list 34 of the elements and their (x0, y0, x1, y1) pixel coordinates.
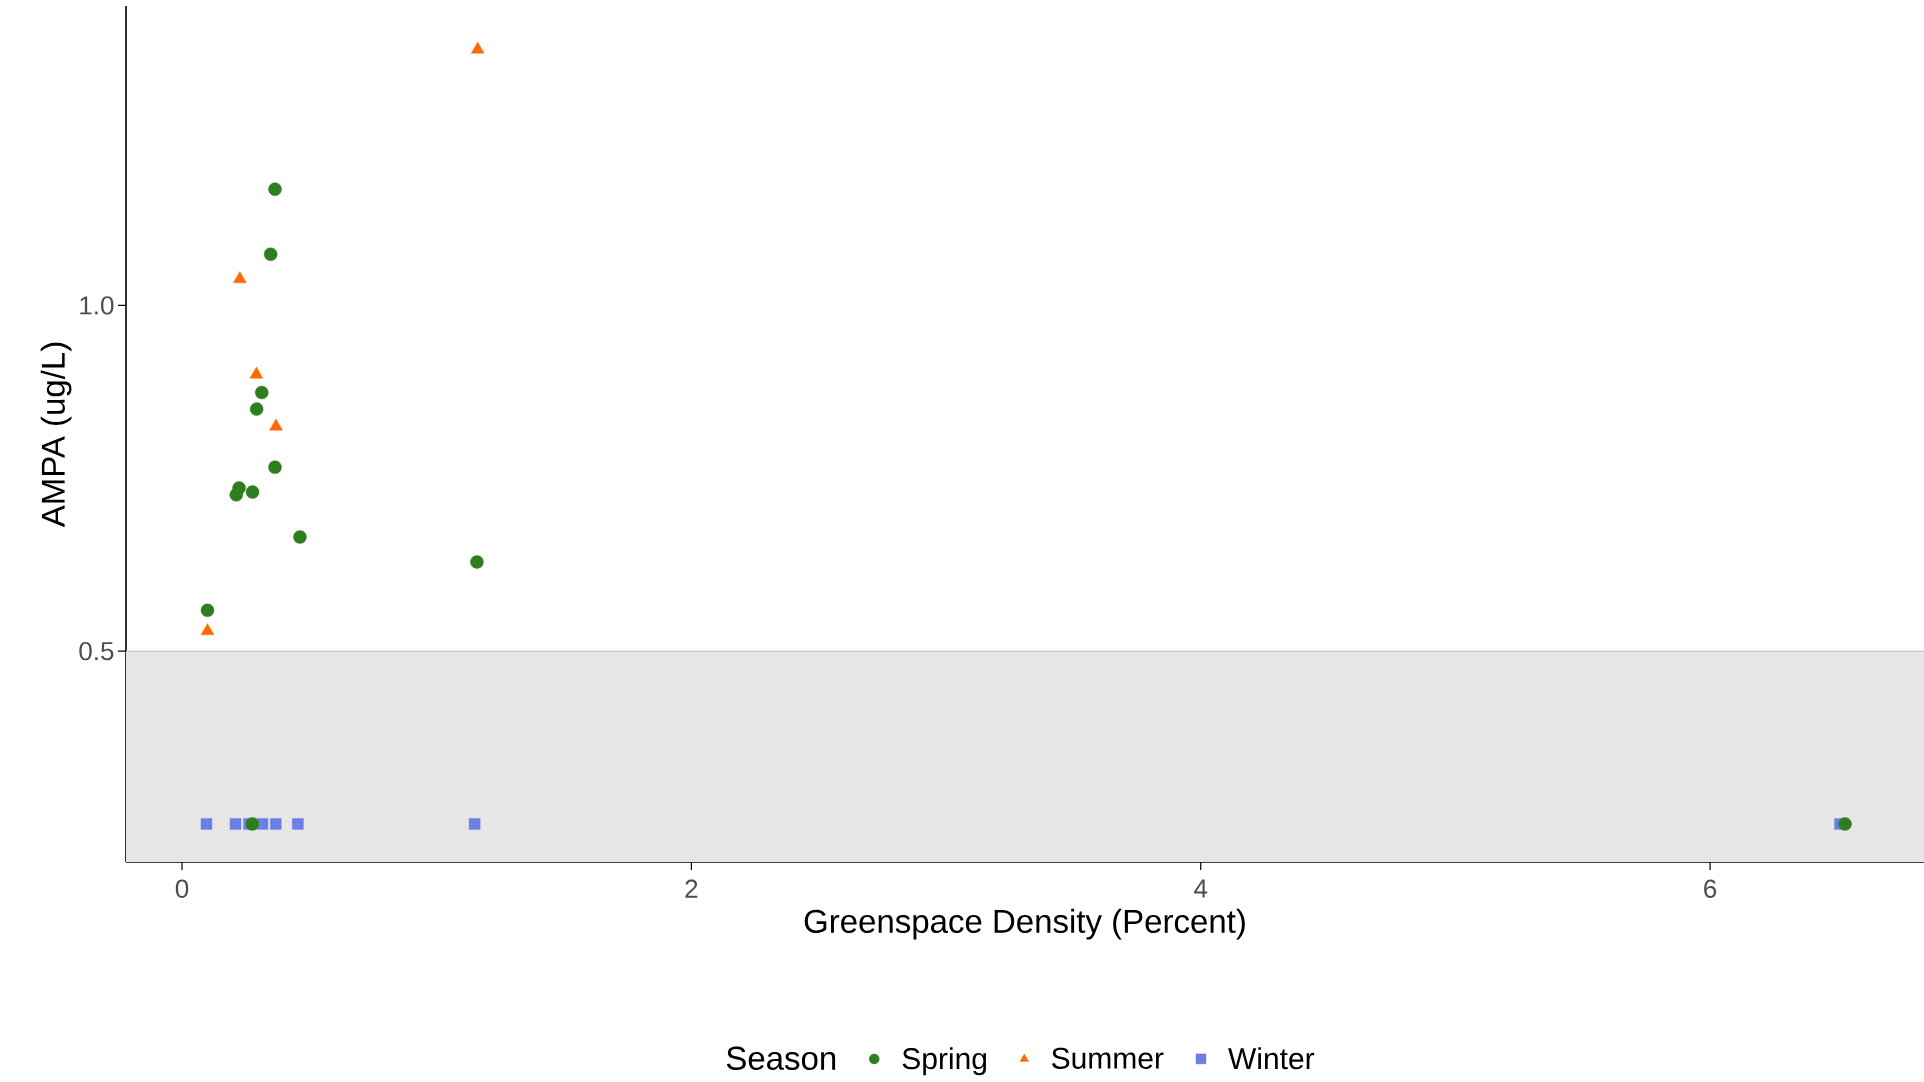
point (249, 366, 264, 379)
x-tick-label: 4 (1194, 879, 1208, 898)
legend-label: Winter (1228, 1047, 1315, 1070)
point (233, 271, 247, 284)
point (255, 385, 269, 400)
point (268, 460, 282, 474)
point (468, 818, 481, 830)
y-tick-label: 1.0 (80, 296, 114, 315)
point (229, 488, 243, 502)
point (263, 247, 278, 261)
point (470, 555, 484, 569)
legend-title: Season (726, 1046, 836, 1070)
point (200, 623, 215, 636)
legend-label: Summer (1051, 1047, 1164, 1069)
point (1838, 817, 1852, 831)
point (293, 530, 307, 544)
point (292, 818, 304, 830)
point (249, 402, 264, 416)
x-axis-title: Greenspace Density (Percent) (804, 908, 1245, 940)
point (200, 818, 213, 830)
point (269, 418, 283, 431)
point (270, 818, 282, 830)
point (200, 603, 215, 618)
point (268, 182, 282, 196)
point (245, 485, 260, 499)
x-tick-label: 2 (685, 879, 698, 898)
point (245, 817, 260, 831)
y-axis-title: AMPA (ug/L) (40, 342, 72, 528)
legend-label: Spring (902, 1047, 987, 1076)
y-tick-label: 0.5 (79, 641, 114, 661)
point (229, 818, 242, 830)
x-tick-label: 0 (175, 879, 189, 898)
x-tick-label: 6 (1704, 879, 1717, 898)
point (471, 41, 485, 54)
